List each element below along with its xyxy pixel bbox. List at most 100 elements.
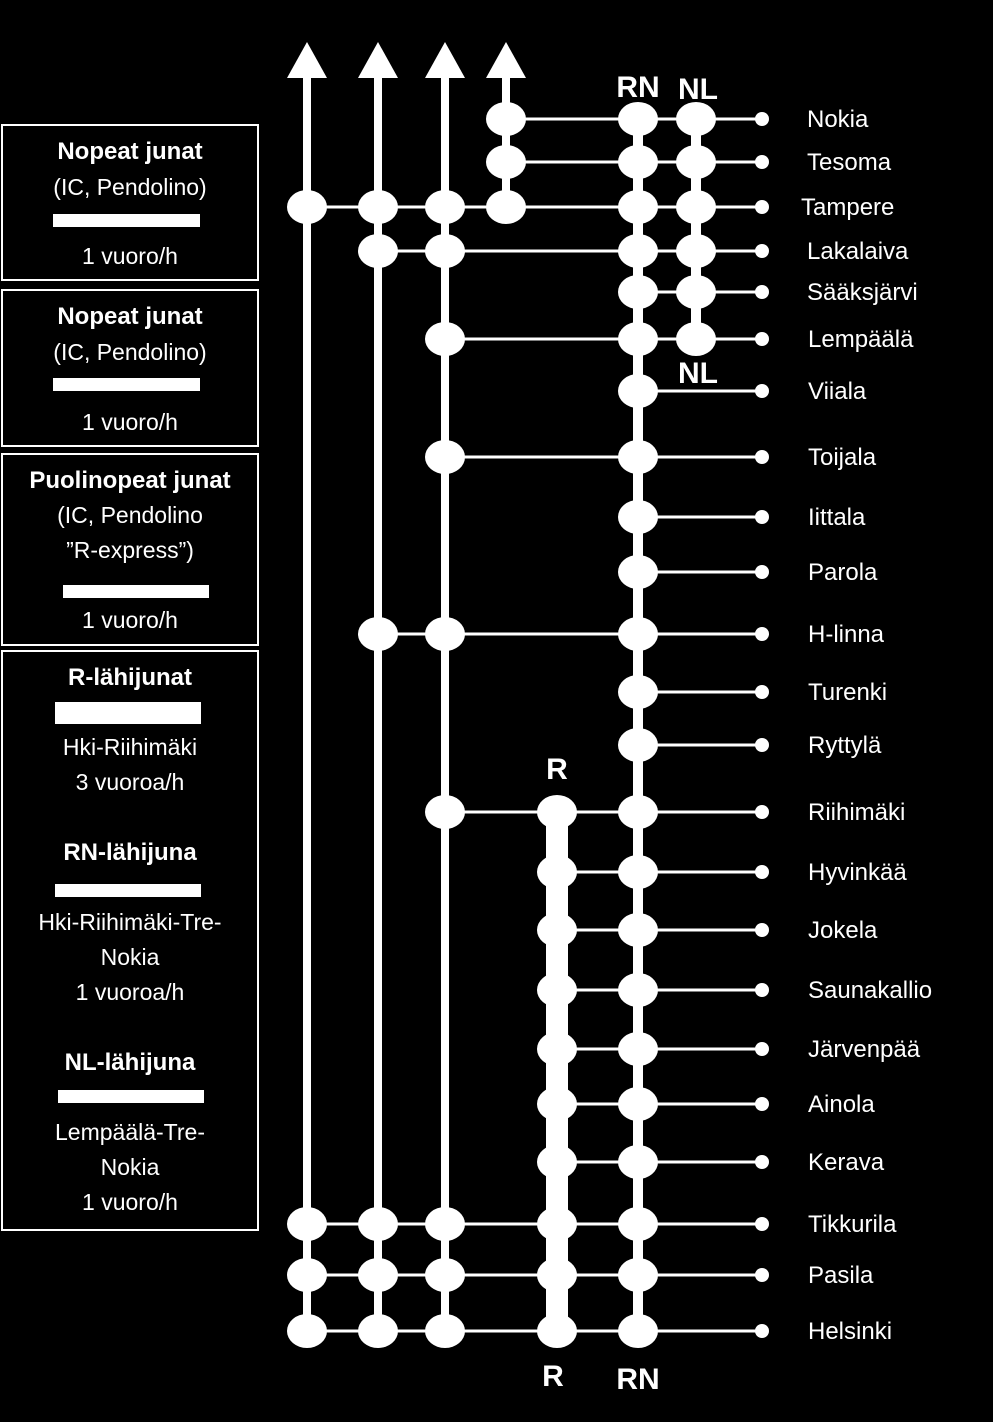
stop-nl-nokia	[676, 102, 716, 136]
arrow-up-icon	[287, 42, 327, 78]
legend-frequency-r: 3 vuoroa/h	[75, 769, 185, 795]
stop-rn-viiala	[618, 374, 658, 408]
stop-puolinopeat-junat-tikkurila	[425, 1207, 465, 1241]
legend-semi-fast-trains: Puolinopeat junat (IC, Pendolino ”R-expr…	[1, 453, 259, 646]
stop-nl-lakalaiva	[676, 234, 716, 268]
station-label-nokia: Nokia	[807, 106, 869, 133]
station-label-ryttyla: Ryttylä	[808, 732, 882, 759]
station-label-lakalaiva: Lakalaiva	[807, 238, 909, 265]
stop-r-tikkurila	[537, 1207, 577, 1241]
station-dot-parola	[755, 565, 769, 579]
station-label-saaksjarvi: Sääksjärvi	[807, 279, 918, 306]
station-dot-jokela	[755, 923, 769, 937]
legend-subtitle: (IC, Pendolino)	[53, 339, 207, 365]
route-lines	[287, 42, 762, 1333]
stop-rn-jarvenpaa	[618, 1032, 658, 1066]
stop-r-saunakallio	[537, 973, 577, 1007]
stop-rn-helsinki	[618, 1314, 658, 1348]
stop-r-hyvinkaa	[537, 855, 577, 889]
station-label-lempaala: Lempäälä	[808, 326, 914, 353]
legend-frequency: 1 vuoro/h	[82, 243, 178, 269]
stop-nopeat-junat-2-lakalaiva	[358, 234, 398, 268]
station-dot-tikkurila	[755, 1217, 769, 1231]
legend-line-swatch	[53, 214, 200, 227]
station-dot-helsinki	[755, 1324, 769, 1338]
stop-nopeat-junat-1-helsinki	[287, 1314, 327, 1348]
station-label-riihimaki: Riihimäki	[808, 799, 905, 826]
station-dot-jarvenpaa	[755, 1042, 769, 1056]
stop-rn-saaksjarvi	[618, 275, 658, 309]
legend-route-nl: Lempäälä-Tre-	[55, 1119, 205, 1145]
stop-nopeat-junat-1-tampere	[287, 190, 327, 224]
station-label-ainola: Ainola	[808, 1091, 875, 1118]
stop-rn-lempaala	[618, 322, 658, 356]
station-label-jarvenpaa: Järvenpää	[808, 1036, 921, 1063]
stop-nopeat-junat-2-helsinki	[358, 1314, 398, 1348]
stop-nopeat-junat-2-h-linna	[358, 617, 398, 651]
station-label-kerava: Kerava	[808, 1149, 885, 1176]
stop-r-riihimaki	[537, 795, 577, 829]
stop-rn-tampere	[618, 190, 658, 224]
station-label-helsinki: Helsinki	[808, 1318, 892, 1345]
station-label-tesoma: Tesoma	[807, 149, 892, 176]
stop-rn-ryttyla	[618, 728, 658, 762]
stop-puolinopeat-junat-h-linna	[425, 617, 465, 651]
station-dot-nokia	[755, 112, 769, 126]
station-label-tampere: Tampere	[801, 194, 894, 221]
stop-nl-saaksjarvi	[676, 275, 716, 309]
legend-commuter-trains: R-lähijunat Hki-Riihimäki 3 vuoroa/h RN-…	[1, 650, 259, 1231]
station-dot-saunakallio	[755, 983, 769, 997]
legend-title: Nopeat junat	[57, 138, 203, 165]
legend-route-r: Hki-Riihimäki	[62, 734, 198, 760]
arrow-up-icon	[425, 42, 465, 78]
stop-rn-ainola	[618, 1087, 658, 1121]
station-dot-kerava	[755, 1155, 769, 1169]
stop-nopeat-junat-2-pasila	[358, 1258, 398, 1292]
station-dot-ryttyla	[755, 738, 769, 752]
station-dot-toijala	[755, 450, 769, 464]
stop-puolinopeat-junat-toijala	[425, 440, 465, 474]
stop-r-jarvenpaa	[537, 1032, 577, 1066]
station-label-pasila: Pasila	[808, 1262, 874, 1289]
stop-nl-tesoma	[676, 145, 716, 179]
stop-rn-turenki	[618, 675, 658, 709]
legend-line-swatch-rn	[55, 884, 201, 897]
station-labels: Nokia Tesoma Tampere Lakalaiva Sääksjärvi Lem…	[801, 106, 932, 1345]
stop-rn-tikkurila	[618, 1207, 658, 1241]
station-dot-tampere	[755, 200, 769, 214]
legend-line-swatch	[53, 378, 200, 391]
station-label-h-linna: H-linna	[808, 621, 885, 648]
stop-r-ainola	[537, 1087, 577, 1121]
station-label-viiala: Viiala	[808, 378, 867, 405]
stop-r-helsinki	[537, 1314, 577, 1348]
line-label-nl-mid: NL	[678, 357, 718, 390]
legend-line-swatch-r	[55, 702, 201, 724]
line-label-rn-bottom: RN	[616, 1363, 659, 1396]
station-label-jokela: Jokela	[808, 917, 878, 944]
legend-title-nl: NL-lähijuna	[64, 1049, 196, 1076]
station-dot-h-linna	[755, 627, 769, 641]
station-label-tikkurila: Tikkurila	[808, 1211, 897, 1238]
stop-rn-saunakallio	[618, 973, 658, 1007]
station-dot-turenki	[755, 685, 769, 699]
legend-subtitle: (IC, Pendolino	[57, 502, 203, 528]
stop-rn-parola	[618, 555, 658, 589]
stop-puolinopeat-junat-riihimaki	[425, 795, 465, 829]
station-label-saunakallio: Saunakallio	[808, 977, 932, 1004]
arrow-up-icon	[486, 42, 526, 78]
legend-frequency-nl: 1 vuoro/h	[82, 1189, 178, 1215]
legend-route-nl-cont: Nokia	[100, 1154, 160, 1180]
legend-fast-trains-1: Nopeat junat (IC, Pendolino) 1 vuoro/h	[1, 124, 259, 281]
legend-fast-trains-2: Nopeat junat (IC, Pendolino) 1 vuoro/h	[1, 289, 259, 447]
stop-puolinopeat-junat-helsinki	[425, 1314, 465, 1348]
station-dot-tesoma	[755, 155, 769, 169]
arrow-up-icon	[358, 42, 398, 78]
station-dot-riihimaki	[755, 805, 769, 819]
station-dot-pasila	[755, 1268, 769, 1282]
station-label-parola: Parola	[808, 559, 878, 586]
stop-rn-riihimaki	[618, 795, 658, 829]
legend-subtitle: ”R-express”)	[66, 537, 194, 563]
stop-rn-hyvinkaa	[618, 855, 658, 889]
stop-puolinopeat-junat-lakalaiva	[425, 234, 465, 268]
